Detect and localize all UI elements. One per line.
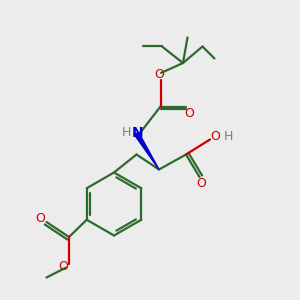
Polygon shape xyxy=(134,132,159,170)
Text: O: O xyxy=(196,177,206,190)
Text: O: O xyxy=(211,130,220,143)
Text: N: N xyxy=(131,126,143,140)
Text: O: O xyxy=(36,212,45,226)
Text: O: O xyxy=(154,68,164,81)
Text: H: H xyxy=(224,130,233,143)
Text: O: O xyxy=(185,106,194,120)
Text: H: H xyxy=(122,125,132,139)
Text: O: O xyxy=(58,260,68,274)
